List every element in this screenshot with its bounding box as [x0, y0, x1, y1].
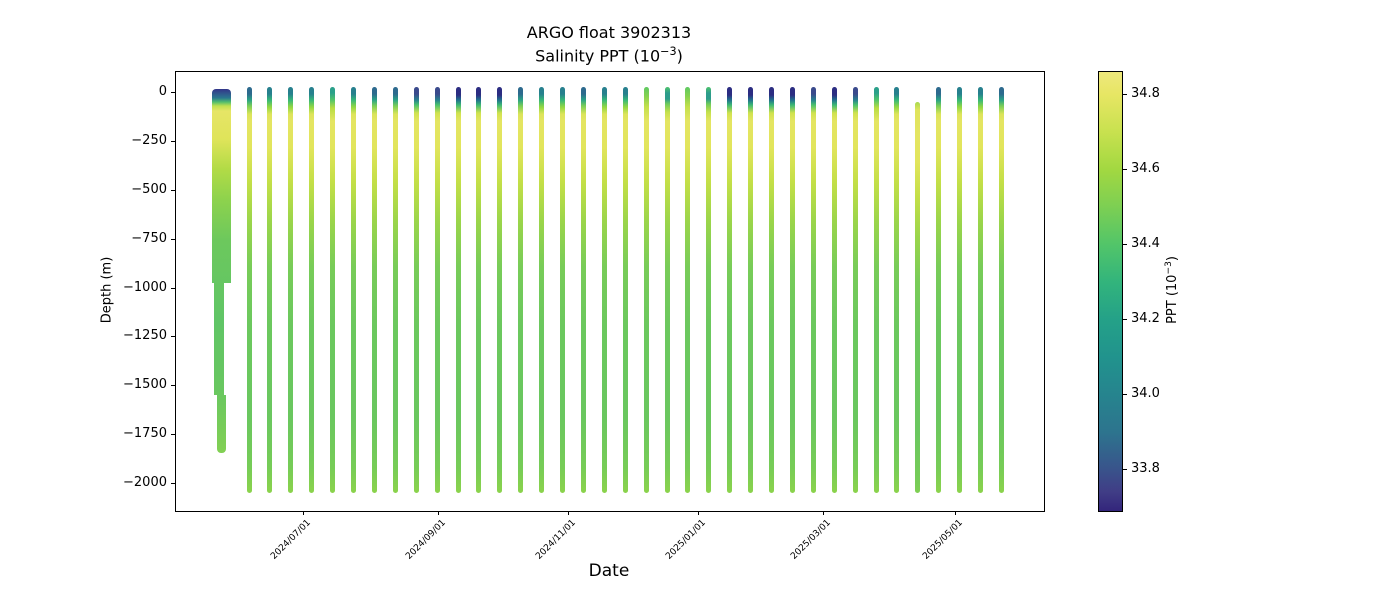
profile-stripe: [434, 87, 440, 493]
profile-stripe: [267, 87, 273, 493]
colorbar-tick-mark: [1123, 319, 1127, 320]
y-tick-label: −250: [131, 133, 167, 148]
profile-stripe: [580, 87, 586, 493]
profile-stripe: [894, 87, 900, 493]
colorbar-tick-label: 34.4: [1131, 236, 1160, 251]
profile-stripe: [622, 87, 628, 493]
profile-stripe: [330, 87, 336, 493]
profile-stripe: [748, 87, 754, 493]
colorbar-label-sup: −3: [1163, 261, 1174, 275]
y-tick-mark: [171, 92, 175, 93]
title-line2-sup: −3: [660, 45, 677, 58]
x-tick-label: 2024/07/01: [269, 518, 314, 562]
profile-stripe: [518, 87, 524, 493]
colorbar-label-pre: PPT (10: [1165, 274, 1181, 324]
colorbar-tick-label: 33.8: [1131, 461, 1160, 476]
x-tick-label: 2024/09/01: [404, 518, 449, 562]
profile-stripe: [539, 87, 545, 493]
colorbar-tick-mark: [1123, 244, 1127, 245]
colorbar-label: PPT (10−3): [1164, 256, 1180, 324]
y-tick-mark: [171, 141, 175, 142]
x-tick-label: 2024/11/01: [534, 518, 579, 562]
x-tick-label: 2025/05/01: [921, 518, 966, 562]
title-line2-post: ): [676, 46, 683, 66]
x-tick-mark: [303, 511, 304, 515]
profile-stripe: [978, 87, 983, 493]
x-tick-mark: [955, 511, 956, 515]
profile-stripe: [873, 87, 879, 493]
chart-title-line2: Salinity PPT (10−3): [175, 45, 1043, 65]
y-tick-label: −500: [131, 182, 167, 197]
profile-stripe: [706, 87, 712, 493]
y-tick-mark: [171, 385, 175, 386]
profile-stripe: [246, 87, 252, 493]
colorbar-tick-label: 34.8: [1131, 86, 1160, 101]
colorbar: [1098, 71, 1123, 512]
y-tick-mark: [171, 288, 175, 289]
y-tick-label: −1500: [123, 377, 167, 392]
profile-stripe: [392, 87, 398, 493]
profile-stripe: [560, 87, 565, 493]
x-tick-mark: [568, 511, 569, 515]
y-tick-mark: [171, 336, 175, 337]
initial-cluster-segment: [212, 89, 231, 283]
profile-stripe: [831, 87, 837, 493]
y-tick-mark: [171, 434, 175, 435]
x-tick-label: 2025/03/01: [789, 518, 834, 562]
y-tick-label: −1000: [123, 280, 167, 295]
profile-stripe: [288, 87, 294, 493]
profile-stripe: [309, 87, 315, 493]
profile-stripe: [769, 87, 774, 493]
colorbar-tick-mark: [1123, 94, 1127, 95]
profile-stripe: [643, 87, 649, 493]
initial-cluster-segment: [214, 283, 224, 395]
profile-stripe: [936, 87, 942, 493]
y-tick-label: −750: [131, 231, 167, 246]
colorbar-tick-mark: [1123, 469, 1127, 470]
profile-stripe: [664, 87, 670, 493]
initial-cluster-segment: [217, 395, 226, 453]
y-tick-mark: [171, 190, 175, 191]
profile-stripe: [455, 87, 461, 493]
profile-stripe: [476, 87, 482, 493]
colorbar-tick-label: 34.0: [1131, 386, 1160, 401]
profile-stripe: [371, 87, 377, 493]
profile-stripe: [413, 87, 419, 493]
y-tick-mark: [171, 483, 175, 484]
plot-area: [175, 71, 1045, 512]
profile-stripe: [727, 87, 733, 493]
profile-stripe: [351, 87, 356, 493]
profile-stripe: [998, 87, 1004, 493]
profile-stripe: [810, 87, 816, 493]
x-axis-label: Date: [588, 561, 630, 581]
title-line2-pre: Salinity PPT (10: [535, 46, 661, 66]
y-tick-mark: [171, 239, 175, 240]
x-tick-label: 2025/01/01: [664, 518, 709, 562]
x-tick-mark: [698, 511, 699, 515]
profile-stripe: [601, 87, 607, 493]
colorbar-tick-mark: [1123, 169, 1127, 170]
x-tick-mark: [438, 511, 439, 515]
profile-stripe: [789, 87, 795, 493]
colorbar-tick-mark: [1123, 394, 1127, 395]
y-tick-label: −2000: [123, 475, 167, 490]
colorbar-label-post: ): [1165, 256, 1181, 262]
profile-stripe: [915, 102, 921, 493]
x-tick-mark: [823, 511, 824, 515]
colorbar-tick-label: 34.2: [1131, 311, 1160, 326]
profile-stripe: [852, 87, 858, 493]
profile-stripe: [685, 87, 691, 493]
profile-stripe: [957, 87, 963, 493]
y-tick-label: −1750: [123, 426, 167, 441]
y-tick-label: −1250: [123, 328, 167, 343]
chart-title-line1: ARGO float 3902313: [526, 23, 692, 42]
colorbar-tick-label: 34.6: [1131, 161, 1160, 176]
profile-stripe: [497, 87, 503, 493]
y-tick-label: 0: [158, 84, 167, 99]
